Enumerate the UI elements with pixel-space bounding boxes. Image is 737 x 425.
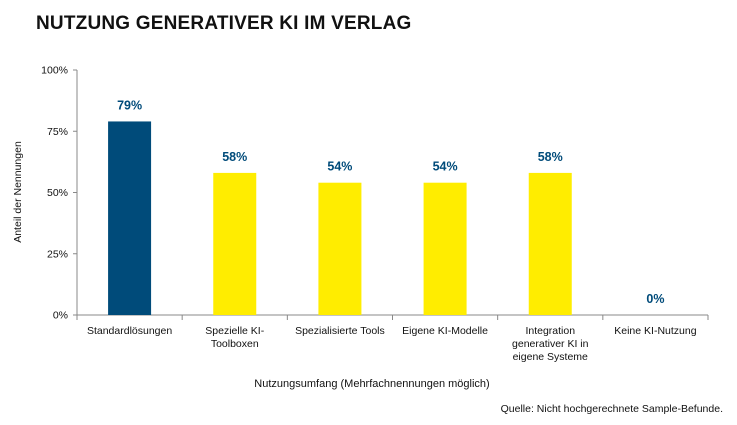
bar-value-labels: 79% 58% 54% 54% 58% 0%	[117, 98, 664, 306]
source-note: Quelle: Nicht hochgerechnete Sample-Befu…	[500, 403, 723, 415]
y-tick-label: 75%	[47, 126, 68, 138]
bar-value-label: 79%	[117, 98, 142, 112]
bar-value-label: 0%	[646, 292, 664, 306]
bar-value-label: 54%	[433, 160, 458, 174]
category-label: Spezialisierte Tools	[295, 325, 385, 337]
y-tick-label: 0%	[53, 310, 68, 322]
category-label: Standardlösungen	[87, 325, 172, 337]
x-axis	[76, 314, 709, 320]
bars	[108, 121, 572, 315]
category-label: Eigene KI-Modelle	[402, 325, 488, 337]
x-axis-label: Nutzungsumfang (Mehrfachnennungen möglic…	[254, 378, 489, 390]
bar	[213, 172, 257, 315]
bar	[528, 172, 572, 315]
y-tick-label: 50%	[47, 187, 68, 199]
bar	[108, 121, 152, 315]
bar-value-label: 58%	[538, 150, 563, 164]
bar-value-label: 58%	[222, 150, 247, 164]
category-label: Integration generativer KI in eigene Syste…	[512, 325, 589, 363]
category-label: Keine KI-Nutzung	[614, 325, 696, 337]
bar-value-label: 54%	[327, 160, 352, 174]
bar	[423, 182, 467, 315]
y-axis-label: Anteil der Nennungen	[12, 141, 24, 243]
category-labels: Standardlösungen Spezielle KI-Toolboxen Sp…	[87, 325, 697, 363]
chart-title: NUTZUNG GENERATIVER KI IM VERLAG	[36, 13, 412, 34]
bar	[318, 182, 362, 315]
category-label: Spezielle KI-Toolboxen	[205, 325, 264, 350]
y-axis: 0% 25% 50% 75% 100%	[41, 65, 78, 322]
y-tick-label: 25%	[47, 248, 68, 260]
y-tick-label: 100%	[41, 65, 68, 77]
